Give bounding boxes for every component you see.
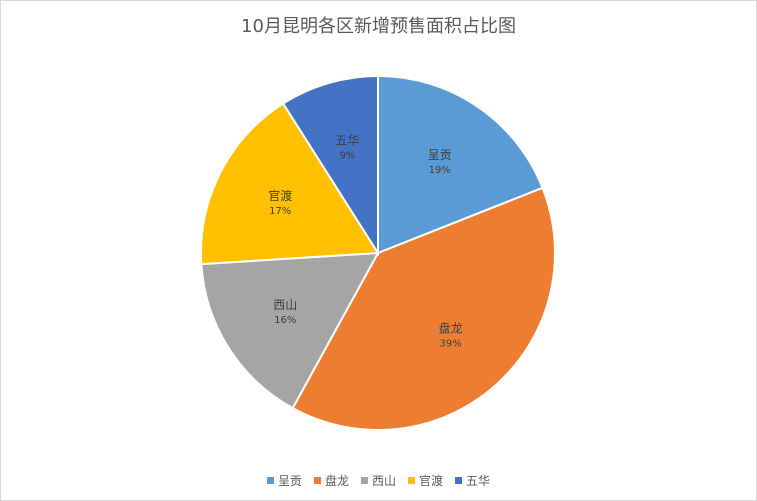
legend-swatch: [360, 477, 368, 484]
slice-category-label: 盘龙: [439, 320, 463, 335]
legend-swatch: [313, 477, 321, 484]
legend-item: 盘龙: [313, 472, 349, 489]
legend-label: 官渡: [419, 474, 444, 488]
chart-legend: 呈贡 盘龙 西山 官渡 五华: [0, 472, 757, 489]
legend-label: 西山: [371, 474, 396, 488]
legend-swatch: [266, 477, 274, 484]
slice-category-label: 官渡: [268, 188, 292, 203]
pie-slice-3: [200, 251, 380, 410]
pie-slice-5: [281, 74, 379, 257]
pie-slice-1: [377, 74, 544, 255]
pie-slice-2: [291, 186, 556, 431]
pie-slice-4: [200, 102, 380, 266]
legend-swatch: [455, 477, 463, 484]
legend-item: 呈贡: [266, 472, 302, 489]
slice-value-label: 9%: [339, 151, 355, 162]
slice-value-label: 19%: [429, 165, 451, 176]
slice-category-label: 西山: [273, 298, 297, 312]
slice-category-label: 五华: [335, 134, 359, 148]
legend-item: 西山: [360, 472, 396, 489]
slice-value-label: 39%: [439, 338, 461, 349]
slice-value-label: 17%: [269, 206, 291, 217]
legend-label: 呈贡: [277, 474, 302, 488]
slice-value-label: 16%: [274, 315, 296, 326]
legend-item: 官渡: [408, 472, 443, 489]
legend-item: 五华: [455, 472, 490, 489]
legend-label: 五华: [466, 474, 491, 488]
legend-swatch: [408, 477, 415, 484]
chart-title: 10月昆明各区新增预售面积占比图: [241, 16, 516, 37]
legend-label: 盘龙: [324, 474, 349, 488]
slice-category-label: 呈贡: [428, 148, 452, 162]
